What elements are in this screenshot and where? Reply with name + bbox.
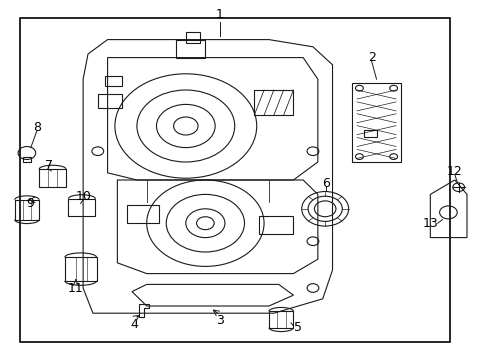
Text: 5: 5 [294,321,302,334]
Text: 9: 9 [26,197,34,210]
Bar [176,40,205,58]
Bar [39,169,66,187]
Bar [185,32,200,43]
Bar [20,18,449,342]
Text: 10: 10 [75,190,91,203]
Text: 8: 8 [33,121,41,134]
Bar [351,83,400,162]
Bar [254,90,293,115]
Text: 2: 2 [367,51,375,64]
Text: 11: 11 [68,282,83,294]
Bar [68,199,95,216]
Text: 4: 4 [130,318,138,330]
Text: 1: 1 [216,8,224,21]
Bar [268,311,293,328]
Bar [23,157,31,162]
Text: 12: 12 [446,165,462,177]
Text: 3: 3 [216,314,224,327]
Bar [65,257,97,281]
Text: 6: 6 [322,177,329,190]
Text: 7: 7 [45,159,53,172]
Bar [98,94,122,108]
Bar [259,216,293,234]
Text: 13: 13 [422,217,437,230]
Bar [127,205,159,223]
Bar [364,130,376,137]
Bar [105,76,122,86]
Bar [15,200,39,220]
